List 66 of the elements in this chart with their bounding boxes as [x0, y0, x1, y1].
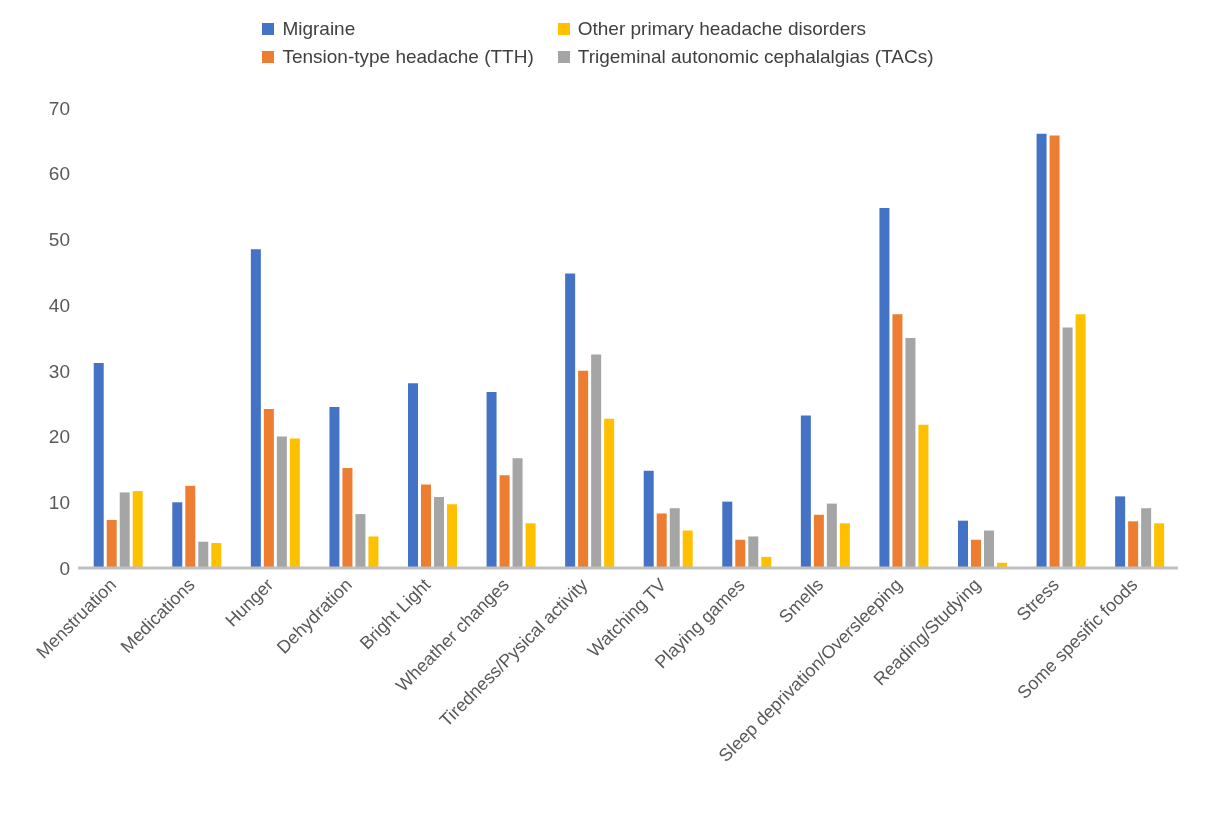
bar [800, 415, 811, 568]
legend-label: Tension-type headache (TTH) [282, 46, 534, 68]
legend-label: Other primary headache disorders [577, 18, 867, 40]
bar [565, 273, 576, 568]
bar [250, 249, 261, 568]
y-tick-label: 30 [48, 360, 70, 382]
bar [447, 504, 457, 568]
bar [93, 362, 104, 568]
bar [408, 383, 418, 568]
bar [368, 536, 379, 568]
bar [1075, 314, 1086, 568]
bar [289, 438, 300, 568]
bar [172, 502, 183, 568]
y-tick-label: 20 [48, 426, 70, 448]
y-tick-label: 60 [48, 163, 70, 185]
bar [263, 408, 274, 568]
bar [132, 491, 143, 568]
y-tick-label: 0 [59, 557, 70, 579]
bar [525, 523, 536, 568]
bar [643, 470, 654, 568]
bar [1128, 521, 1139, 568]
bar [211, 543, 222, 568]
bar [1154, 523, 1165, 568]
bar [342, 468, 353, 568]
bar [1115, 496, 1126, 568]
bar [1062, 327, 1073, 568]
bar [813, 514, 824, 568]
bar [499, 475, 510, 568]
bar [905, 338, 916, 568]
y-tick-label: 50 [48, 229, 70, 251]
bar [669, 508, 680, 568]
bar [1049, 135, 1060, 568]
legend-label: Migraine [282, 18, 356, 40]
legend-label: Trigeminal autonomic cephalalgias (TACs) [577, 46, 934, 68]
bar [839, 523, 850, 568]
bar [735, 539, 746, 568]
bar [958, 520, 968, 568]
bar [879, 207, 890, 568]
bar [512, 458, 523, 568]
bar [971, 539, 981, 568]
y-tick-label: 40 [48, 294, 70, 316]
y-tick-label: 70 [48, 97, 70, 119]
bar [106, 520, 117, 568]
bar [604, 418, 615, 568]
bar [682, 530, 693, 568]
bar [421, 484, 431, 568]
bar [198, 541, 209, 568]
bar [355, 514, 366, 568]
bar [578, 370, 589, 568]
bar [486, 391, 497, 568]
bar [119, 492, 130, 568]
bar [892, 314, 903, 568]
y-tick-label: 10 [48, 492, 70, 514]
bar [276, 436, 287, 568]
bar [1036, 133, 1047, 568]
bar [984, 530, 994, 568]
bar [1141, 508, 1152, 568]
bar [591, 354, 602, 568]
bar [722, 501, 733, 568]
bar [748, 536, 759, 568]
bar [434, 497, 444, 568]
bar [656, 513, 667, 568]
bar [826, 503, 837, 568]
bar [329, 407, 340, 568]
bar [185, 485, 196, 568]
bar [918, 424, 929, 568]
